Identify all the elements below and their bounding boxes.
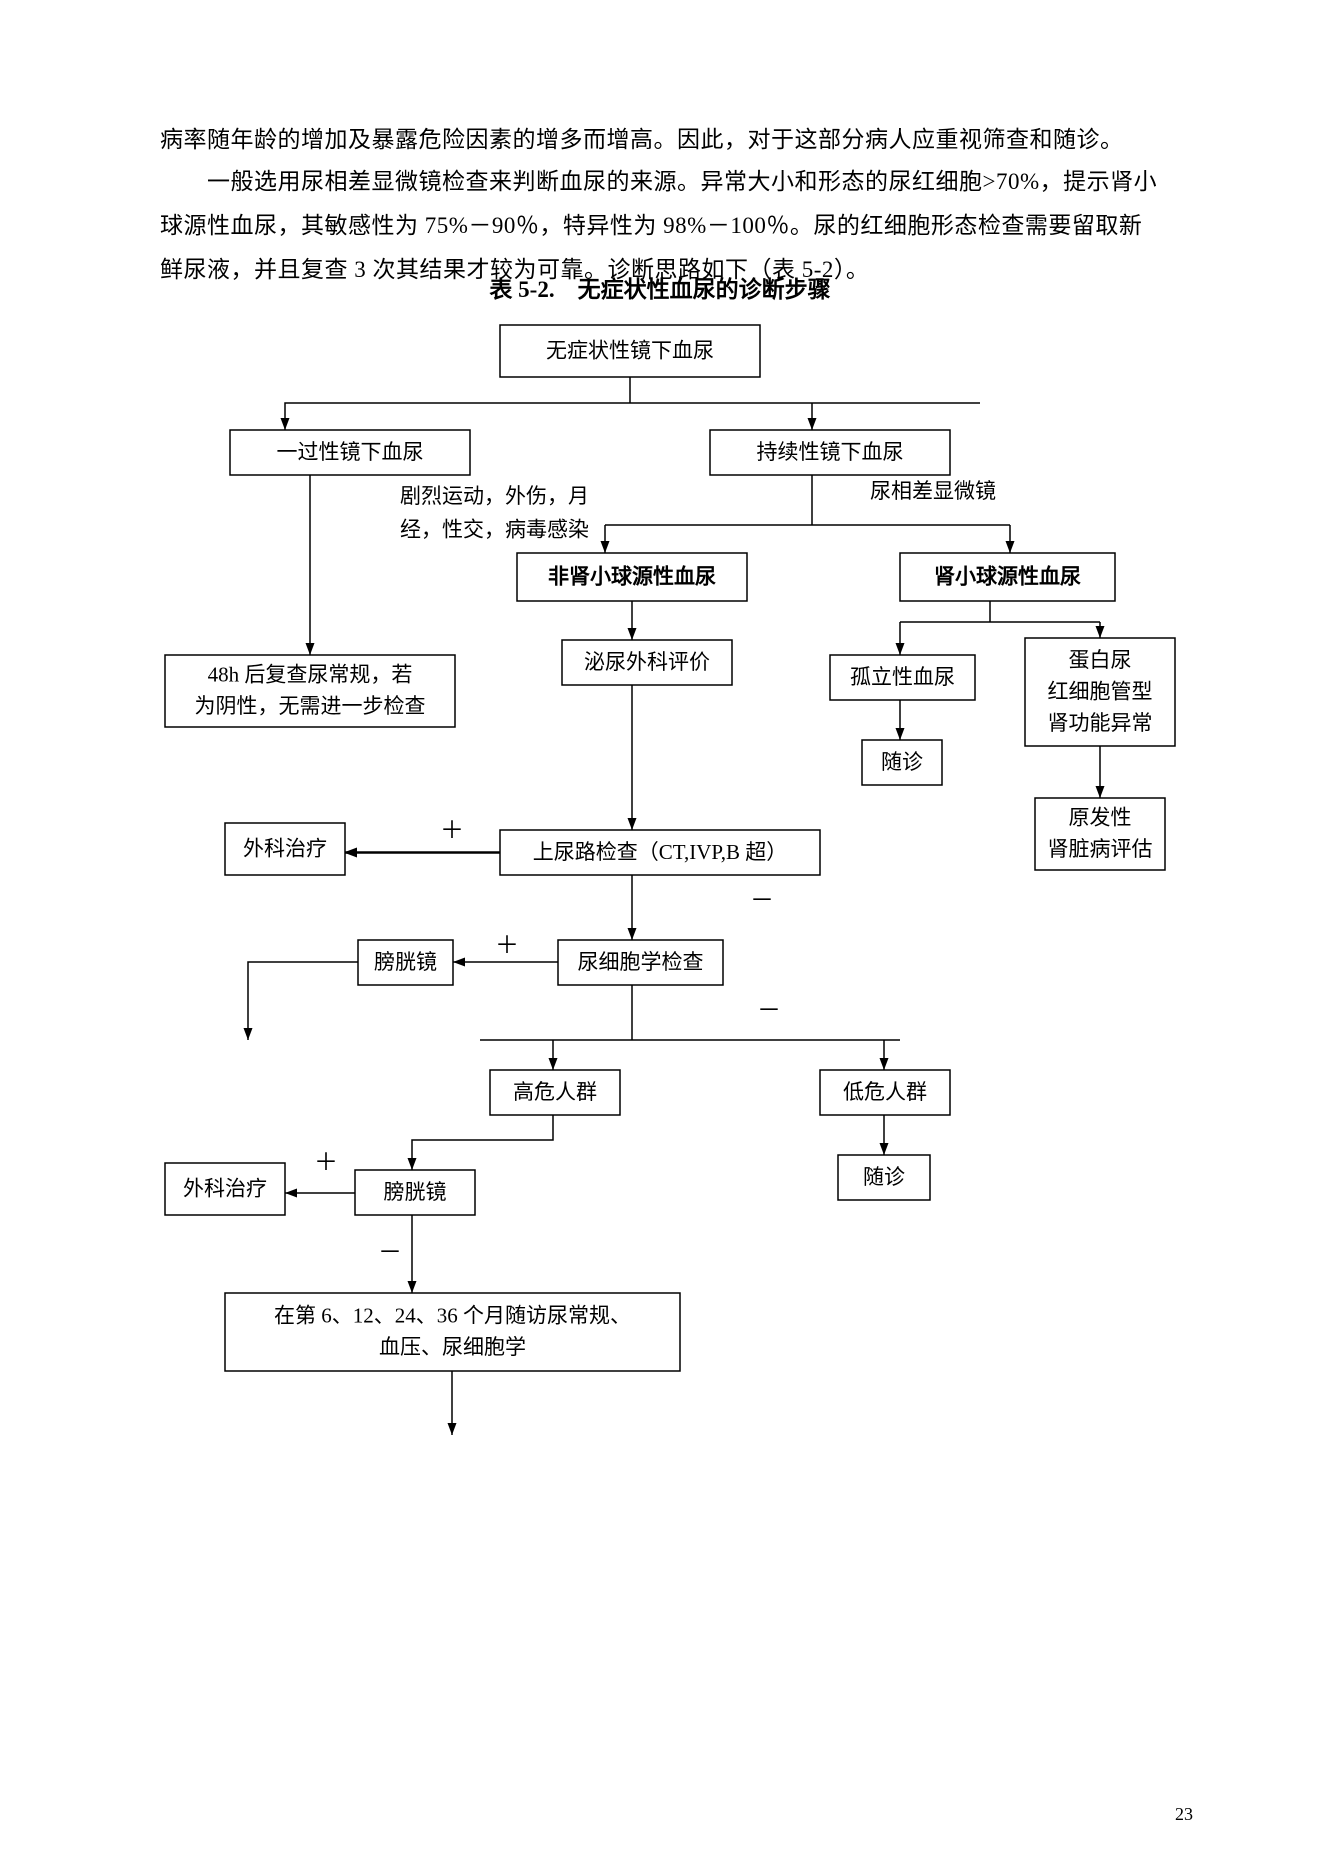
node-cyto: 尿细胞学检查 (558, 940, 723, 985)
svg-text:48h 后复查尿常规，若: 48h 后复查尿常规，若 (208, 663, 413, 687)
node-cysto1: 膀胱镜 (358, 940, 453, 985)
sign-minus3: － (378, 1240, 402, 1266)
svg-text:蛋白尿: 蛋白尿 (1069, 648, 1132, 672)
svg-text:高危人群: 高危人群 (513, 1080, 597, 1104)
svg-text:一过性镜下血尿: 一过性镜下血尿 (277, 440, 424, 464)
svg-text:肾脏病评估: 肾脏病评估 (1048, 837, 1153, 861)
node-high: 高危人群 (490, 1070, 620, 1115)
svg-text:肾小球源性血尿: 肾小球源性血尿 (934, 564, 1081, 588)
svg-text:血压、尿细胞学: 血压、尿细胞学 (379, 1335, 526, 1359)
node-isolated: 孤立性血尿 (830, 655, 975, 700)
svg-text:无症状性镜下血尿: 无症状性镜下血尿 (546, 338, 714, 362)
annotation-causes: 剧烈运动，外伤，月 (400, 484, 589, 508)
svg-text:为阴性，无需进一步检查: 为阴性，无需进一步检查 (195, 694, 426, 718)
svg-text:膀胱镜: 膀胱镜 (374, 950, 437, 974)
svg-text:尿细胞学检查: 尿细胞学检查 (578, 950, 704, 974)
node-primary: 原发性肾脏病评估 (1035, 798, 1165, 870)
svg-text:外科治疗: 外科治疗 (243, 836, 327, 860)
node-protein: 蛋白尿红细胞管型肾功能异常 (1025, 638, 1175, 746)
svg-text:肾功能异常: 肾功能异常 (1048, 711, 1153, 735)
edge-23 (248, 962, 358, 1040)
page-number: 23 (1175, 1804, 1193, 1825)
flowchart: 无症状性镜下血尿一过性镜下血尿 持续性镜下血尿非肾小球源性血尿 肾小球源性血尿泌尿外… (0, 0, 1323, 1871)
svg-text:低危人群: 低危人群 (843, 1080, 927, 1104)
node-persistent: 持续性镜下血尿 (710, 430, 950, 475)
node-cysto2: 膀胱镜 (355, 1170, 475, 1215)
svg-text:随诊: 随诊 (881, 750, 923, 774)
node-transient: 一过性镜下血尿 (230, 430, 470, 475)
svg-text:在第 6、12、24、36 个月随访尿常规、: 在第 6、12、24、36 个月随访尿常规、 (274, 1304, 631, 1328)
sign-plus1: ＋ (440, 818, 464, 844)
node-low: 低危人群 (820, 1070, 950, 1115)
node-recheck: 48h 后复查尿常规，若为阴性，无需进一步检查 (165, 655, 455, 727)
node-follow2: 随诊 (838, 1155, 930, 1200)
node-root: 无症状性镜下血尿 (500, 325, 760, 377)
svg-text:外科治疗: 外科治疗 (183, 1176, 267, 1200)
node-follow1: 随诊 (862, 740, 942, 785)
sign-plus2: ＋ (495, 933, 519, 959)
edge-29 (412, 1115, 553, 1170)
node-nonglom: 非肾小球源性血尿 (517, 553, 747, 601)
annotation-causes: 经，性交，病毒感染 (400, 518, 589, 542)
svg-text:原发性: 原发性 (1069, 806, 1132, 830)
svg-text:随诊: 随诊 (863, 1165, 905, 1189)
svg-text:非肾小球源性血尿: 非肾小球源性血尿 (548, 564, 716, 588)
svg-text:泌尿外科评价: 泌尿外科评价 (584, 650, 710, 674)
node-surg1: 外科治疗 (225, 823, 345, 875)
node-upper: 上尿路检查（CT,IVP,B 超） (500, 830, 820, 875)
sign-minus2: － (757, 998, 781, 1024)
node-glom: 肾小球源性血尿 (900, 553, 1115, 601)
svg-text:红细胞管型: 红细胞管型 (1048, 679, 1153, 703)
node-surg2: 外科治疗 (165, 1163, 285, 1215)
sign-minus1: － (750, 888, 774, 914)
svg-text:持续性镜下血尿: 持续性镜下血尿 (757, 440, 904, 464)
edge-3 (285, 403, 630, 430)
sign-plus3: ＋ (314, 1150, 338, 1176)
svg-text:孤立性血尿: 孤立性血尿 (850, 665, 955, 689)
svg-text:上尿路检查（CT,IVP,B 超）: 上尿路检查（CT,IVP,B 超） (533, 840, 788, 864)
node-uro: 泌尿外科评价 (562, 640, 732, 685)
annotation-phase-contrast: 尿相差显微镜 (870, 479, 996, 503)
node-followup: 在第 6、12、24、36 个月随访尿常规、血压、尿细胞学 (225, 1293, 680, 1371)
svg-text:膀胱镜: 膀胱镜 (384, 1180, 447, 1204)
